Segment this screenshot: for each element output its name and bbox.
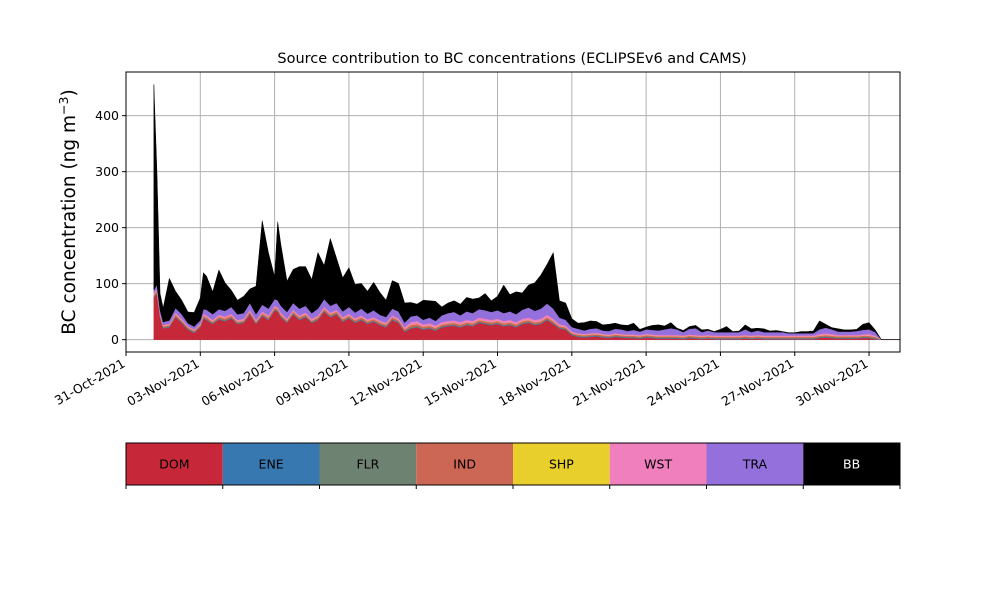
legend-label-bb: BB <box>843 457 860 472</box>
x-tick-label: 12-Nov-2021 <box>347 356 424 409</box>
y-tick-label: 200 <box>95 220 119 235</box>
legend-swatch-bb <box>803 443 900 485</box>
y-tick-label: 300 <box>95 164 119 179</box>
area-bb <box>153 84 901 340</box>
legend-swatch-tra <box>706 443 804 485</box>
x-tick-label: 24-Nov-2021 <box>644 356 721 409</box>
x-tick-label: 15-Nov-2021 <box>422 356 499 409</box>
y-axis-label-close: ) <box>59 89 80 96</box>
y-axis-label-superscript: −3 <box>56 97 71 115</box>
legend-label-ene: ENE <box>259 457 284 472</box>
x-tick-label: 09-Nov-2021 <box>273 356 350 409</box>
legend-label-flr: FLR <box>356 457 379 472</box>
x-tick-label: 27-Nov-2021 <box>719 356 796 409</box>
legend-swatch-flr <box>319 443 417 485</box>
legend-label-tra: TRA <box>742 457 768 472</box>
legend-swatch-shp <box>513 443 610 485</box>
y-tick-label: 400 <box>95 108 119 123</box>
x-axis-ticks: 31-Oct-202103-Nov-202106-Nov-202109-Nov-… <box>52 352 871 409</box>
x-tick-label: 21-Nov-2021 <box>570 356 647 409</box>
x-tick-label: 18-Nov-2021 <box>496 356 573 409</box>
legend-label-ind: IND <box>453 457 476 472</box>
y-tick-label: 0 <box>111 332 119 347</box>
y-axis-ticks: 0 100 200 300 400 <box>95 108 126 347</box>
y-tick-label: 100 <box>95 276 119 291</box>
chart-title: Source contribution to BC concentrations… <box>277 51 746 67</box>
legend-swatch-dom <box>126 443 223 485</box>
legend-swatch-ene <box>222 443 320 485</box>
plot-frame <box>125 71 901 353</box>
legend-label-dom: DOM <box>159 457 189 472</box>
y-axis-label-main: BC concentration (ng m <box>59 115 80 335</box>
x-tick-label: 03-Nov-2021 <box>124 356 201 409</box>
legend-swatch-wst <box>609 443 707 485</box>
legend-swatch-ind <box>416 443 513 485</box>
x-tick-label: 06-Nov-2021 <box>199 356 276 409</box>
legend-label-wst: WST <box>644 457 672 472</box>
x-tick-label: 30-Nov-2021 <box>793 356 870 409</box>
y-axis-label: BC concentration (ng m−3) <box>56 89 80 334</box>
x-tick-label: 31-Oct-2021 <box>52 356 128 408</box>
stacked-areas <box>153 84 901 340</box>
legend-label-shp: SHP <box>549 457 574 472</box>
legend-colorbar: DOM ENE FLR IND SHP WST TRA BB <box>125 442 901 489</box>
